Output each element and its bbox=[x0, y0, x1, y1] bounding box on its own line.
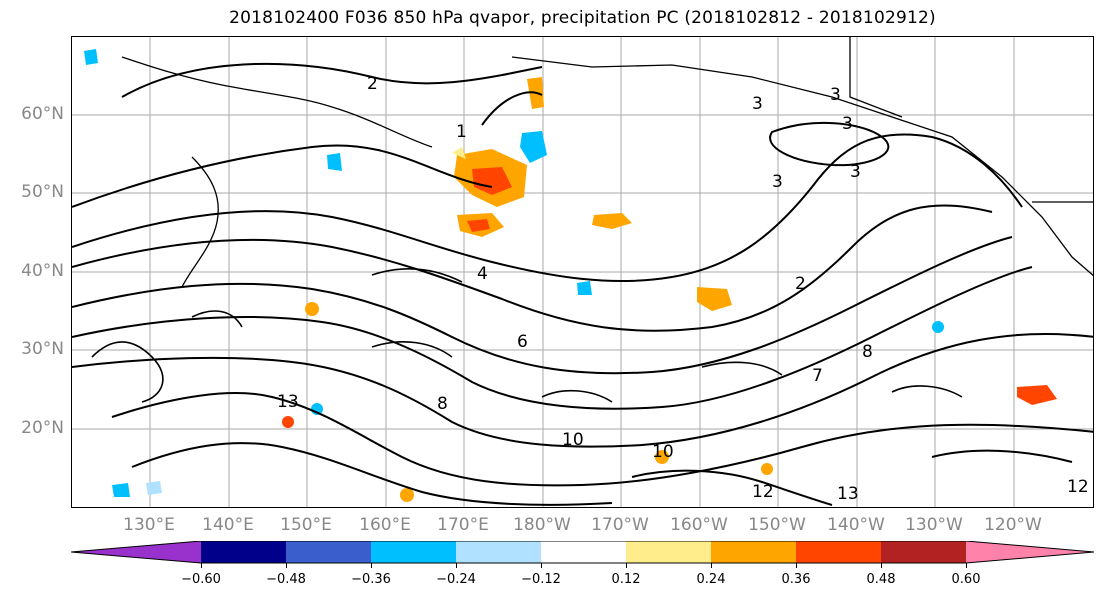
colorbar-segment bbox=[371, 541, 456, 563]
colorbar-tick-mark bbox=[881, 563, 882, 568]
precip-positive-area bbox=[697, 287, 732, 311]
coastlines bbox=[121, 37, 1093, 288]
contour-label: 13 bbox=[837, 484, 859, 504]
precip-negative-area bbox=[112, 483, 130, 497]
colorbar-segment bbox=[201, 541, 286, 563]
map-title: 2018102400 F036 850 hPa qvapor, precipit… bbox=[229, 8, 936, 28]
lon-label: 140°E bbox=[202, 515, 254, 535]
lon-label: 130°E bbox=[123, 515, 175, 535]
colorbar-tick-label: 0.12 bbox=[611, 572, 641, 587]
colorbar-tick-label: 0.24 bbox=[696, 572, 726, 587]
lon-label: 150°E bbox=[280, 515, 332, 535]
precip-positive-spot bbox=[282, 416, 294, 428]
colorbar-tick-label: −0.60 bbox=[181, 572, 221, 587]
contour-label: 12 bbox=[752, 482, 774, 502]
qvapor-thin-contours bbox=[91, 268, 963, 403]
colorbar-max-extension bbox=[966, 541, 1094, 563]
colorbar-tick-mark bbox=[201, 563, 202, 568]
graticule bbox=[72, 37, 1093, 507]
contour-label: 3 bbox=[772, 172, 783, 192]
colorbar-tick-mark bbox=[796, 563, 797, 568]
colorbar-segment bbox=[626, 541, 711, 563]
precip-negative-area bbox=[84, 49, 98, 65]
precip-negative-area bbox=[520, 131, 547, 163]
precip-strong-positive-area bbox=[1017, 385, 1057, 405]
contour-label: 2 bbox=[795, 274, 806, 294]
colorbar-tick-mark bbox=[711, 563, 712, 568]
lat-label-60n: 60°N bbox=[21, 104, 64, 124]
contour-label: 4 bbox=[477, 264, 488, 284]
lon-label: 120°W bbox=[984, 515, 1042, 535]
lon-label: 140°W bbox=[827, 515, 885, 535]
contour-label: 2 bbox=[367, 74, 378, 94]
lon-label: 170°W bbox=[591, 515, 649, 535]
contour-label: 3 bbox=[830, 85, 841, 105]
precip-strong-positive-area bbox=[467, 219, 490, 232]
colorbar-tick-label: −0.48 bbox=[266, 572, 306, 587]
colorbar-tick-label: 0.60 bbox=[951, 572, 981, 587]
contour-label: 3 bbox=[842, 114, 853, 134]
colorbar-segment bbox=[881, 541, 966, 563]
colorbar-segment bbox=[456, 541, 541, 563]
precip-negative-area bbox=[327, 153, 342, 171]
colorbar-tick-mark bbox=[371, 563, 372, 568]
contour-labels: 2 3 3 3 3 3 4 2 1 6 8 13 10 7 8 10 12 13… bbox=[277, 74, 1089, 504]
contour-label: 3 bbox=[752, 94, 763, 114]
contour-label: 1 bbox=[456, 122, 467, 142]
lon-label: 160°E bbox=[359, 515, 411, 535]
contour-label: 6 bbox=[517, 332, 528, 352]
colorbar-segment bbox=[541, 541, 626, 563]
colorbar-tick-mark bbox=[626, 563, 627, 568]
map-panel[interactable]: 2 3 3 3 3 3 4 2 1 6 8 13 10 7 8 10 12 13… bbox=[71, 36, 1094, 508]
precip-positive-spot bbox=[400, 488, 414, 502]
precip-light-positive-area bbox=[452, 147, 466, 159]
precip-strong-positive-area bbox=[472, 167, 512, 195]
contour-label: 3 bbox=[850, 162, 861, 182]
colorbar-graphic bbox=[71, 541, 1094, 564]
contour-label: 7 bbox=[812, 366, 823, 386]
colorbar-tick-mark bbox=[456, 563, 457, 568]
colorbar-tick-label: −0.12 bbox=[521, 572, 561, 587]
precip-positive-spot bbox=[761, 463, 773, 475]
colorbar-tick-mark bbox=[541, 563, 542, 568]
qvapor-contours bbox=[72, 62, 1093, 506]
lon-label: 150°W bbox=[748, 515, 806, 535]
lon-label: 160°W bbox=[670, 515, 728, 535]
colorbar-tick-label: 0.48 bbox=[866, 572, 896, 587]
colorbar-segment bbox=[286, 541, 371, 563]
lon-label: 130°W bbox=[905, 515, 963, 535]
precip-light-negative-area bbox=[146, 481, 162, 495]
precip-positive-area bbox=[592, 213, 632, 229]
contour-label: 10 bbox=[562, 430, 584, 450]
lat-label-20n: 20°N bbox=[21, 418, 64, 438]
colorbar-tick-mark bbox=[286, 563, 287, 568]
colorbar-tick-label: −0.36 bbox=[351, 572, 391, 587]
lat-label-30n: 30°N bbox=[21, 339, 64, 359]
contour-label: 10 bbox=[652, 442, 674, 462]
precip-negative-spot bbox=[932, 321, 944, 333]
lat-label-40n: 40°N bbox=[21, 261, 64, 281]
lon-label: 170°E bbox=[437, 515, 489, 535]
colorbar-min-extension bbox=[71, 541, 201, 563]
precip-positive-spot bbox=[655, 450, 669, 464]
contour-label: 8 bbox=[862, 342, 873, 362]
colorbar-tick-mark bbox=[966, 563, 967, 568]
contour-label: 8 bbox=[437, 394, 448, 414]
precip-negative-area bbox=[577, 281, 592, 295]
contour-label: 13 bbox=[277, 392, 299, 412]
contour-label: 12 bbox=[1067, 477, 1089, 497]
colorbar-tick-label: 0.36 bbox=[781, 572, 811, 587]
lat-label-50n: 50°N bbox=[21, 182, 64, 202]
map-canvas: 2 3 3 3 3 3 4 2 1 6 8 13 10 7 8 10 12 13… bbox=[72, 37, 1093, 507]
colorbar-tick-label: −0.24 bbox=[436, 572, 476, 587]
colorbar-segment bbox=[796, 541, 881, 563]
lon-label: 180°W bbox=[513, 515, 571, 535]
colorbar bbox=[71, 541, 1094, 565]
colorbar-segment bbox=[711, 541, 796, 563]
precip-positive-spot bbox=[305, 302, 319, 316]
